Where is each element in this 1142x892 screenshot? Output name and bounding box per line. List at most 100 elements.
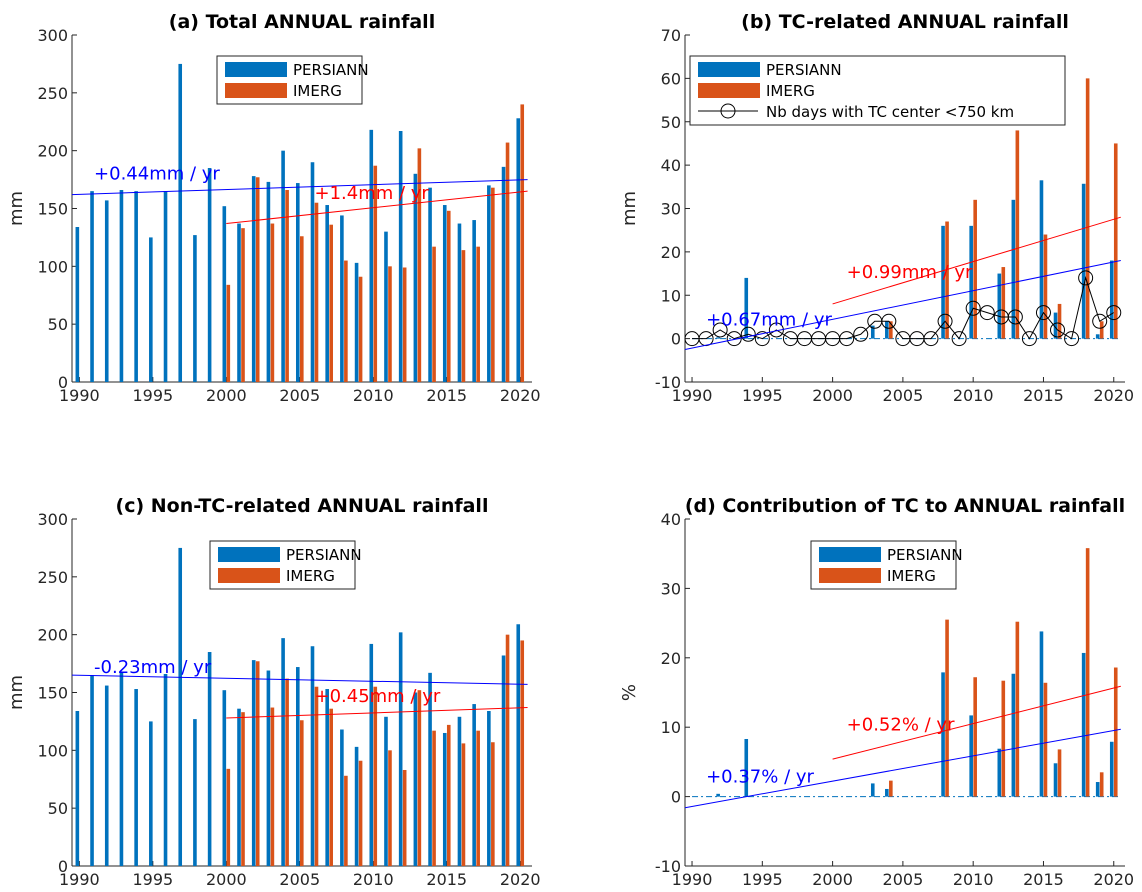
x-tick-label: 2015 (426, 870, 467, 889)
x-tick-label: 2020 (1093, 870, 1134, 889)
imerg-trend-label: +0.45mm / yr (314, 686, 440, 707)
y-tick-label: 20 (661, 649, 681, 668)
persiann-trend-line (71, 674, 528, 685)
legend: PERSIANN IMERG Nb days with TC center <750… (689, 55, 1066, 126)
persiann-bar (885, 788, 889, 797)
imerg-bar (226, 284, 231, 382)
imerg-bar (1043, 234, 1048, 339)
chart-title: (c) Non-TC-related ANNUAL rainfall (116, 495, 489, 517)
persiann-bar (222, 206, 227, 382)
persiann-bar (442, 205, 447, 382)
x-tick-label: 2015 (1023, 386, 1064, 405)
imerg-bar (314, 202, 319, 382)
imerg-trend-line (832, 216, 1121, 305)
panel-d: -10 0 10 20 30 40 1990 1995 2000 2005 2010 2015 2020… (619, 495, 1134, 889)
imerg-bar (520, 104, 525, 383)
persiann-bar (1095, 782, 1100, 797)
persiann-bar (119, 672, 124, 866)
y-tick-label: 30 (661, 200, 681, 219)
legend-swatch (819, 547, 881, 562)
imerg-bar (476, 730, 480, 866)
persiann-bar (75, 711, 80, 866)
tc-days-marker (740, 326, 756, 342)
x-tick-label: 1990 (59, 386, 100, 405)
tc-days-marker (712, 322, 728, 338)
y-tick-label: -10 (655, 373, 681, 392)
imerg-bar (1113, 143, 1118, 339)
y-tick-label: 10 (661, 286, 681, 305)
x-tick-label: 1995 (132, 870, 173, 889)
legend-label: Nb days with TC center <750 km (766, 103, 1014, 121)
imerg-bar (1015, 621, 1020, 797)
persiann-bar (149, 721, 153, 866)
tc-days-marker (1050, 322, 1066, 338)
legend-label: IMERG (286, 567, 335, 585)
chart-title: (a) Total ANNUAL rainfall (169, 11, 435, 33)
persiann-bar (237, 223, 241, 382)
imerg-bar (520, 640, 525, 866)
tc-days-marker (923, 331, 939, 347)
x-tick-label: 1990 (672, 386, 713, 405)
imerg-trend-line (226, 190, 528, 225)
legend: PERSIANN IMERG (209, 540, 362, 590)
persiann-trend-label: +0.44mm / yr (94, 164, 220, 185)
tc-days-marker (1078, 270, 1094, 286)
legend-label: PERSIANN (293, 61, 369, 79)
imerg-bar (388, 750, 392, 866)
imerg-bar (285, 678, 289, 866)
persiann-bar (163, 191, 168, 382)
imerg-bar (1001, 680, 1006, 797)
legend-swatch (698, 83, 760, 98)
x-tick-label: 2005 (279, 870, 320, 889)
legend-marker-swatch (720, 103, 736, 119)
persiann-bar (90, 191, 94, 382)
imerg-bar (1057, 749, 1062, 797)
legend-swatch (218, 547, 280, 562)
tc-days-marker (1007, 309, 1023, 325)
imerg-bar (945, 619, 949, 797)
persiann-bar (885, 321, 889, 339)
imerg-bar (417, 690, 422, 866)
y-tick-label: 60 (661, 69, 681, 88)
tc-days-marker (881, 313, 897, 329)
imerg-bar (270, 223, 275, 382)
y-tick-label: 200 (37, 142, 68, 161)
imerg-bar (889, 321, 893, 339)
y-tick-label: 40 (661, 510, 681, 529)
x-tick-label: 2015 (426, 386, 467, 405)
persiann-bar (295, 667, 300, 866)
y-tick-label: 50 (48, 315, 68, 334)
y-tick-label: 150 (37, 684, 68, 703)
y-tick-label: 50 (48, 799, 68, 818)
x-tick-label: 2005 (883, 386, 924, 405)
imerg-bar (226, 768, 231, 866)
persiann-bar (501, 166, 506, 382)
persiann-bar (744, 277, 749, 339)
imerg-bar (358, 276, 363, 382)
persiann-bar (716, 337, 720, 339)
persiann-bar (516, 118, 521, 382)
imerg-bar (388, 266, 392, 382)
persiann-trend-line (71, 179, 528, 196)
y-tick-label: 0 (671, 330, 681, 349)
persiann-bar (266, 670, 271, 866)
y-tick-label: 100 (37, 741, 68, 760)
persiann-bar (1081, 652, 1086, 797)
chart-title: (d) Contribution of TC to ANNUAL rainfal… (685, 495, 1125, 517)
persiann-bar (516, 624, 521, 866)
y-tick-label: 20 (661, 243, 681, 262)
persiann-bar (281, 150, 285, 382)
persiann-bar (163, 673, 168, 866)
persiann-bar (1039, 180, 1044, 339)
imerg-trend-line (226, 707, 528, 719)
persiann-bar (398, 131, 403, 382)
tc-days-marker (1092, 313, 1108, 329)
imerg-bar (1085, 548, 1090, 797)
legend-label: IMERG (766, 82, 815, 100)
y-tick-label: 150 (37, 200, 68, 219)
persiann-bar (997, 273, 1002, 339)
persiann-bar (472, 220, 476, 382)
persiann-bar (354, 262, 359, 382)
imerg-bar (889, 780, 893, 797)
